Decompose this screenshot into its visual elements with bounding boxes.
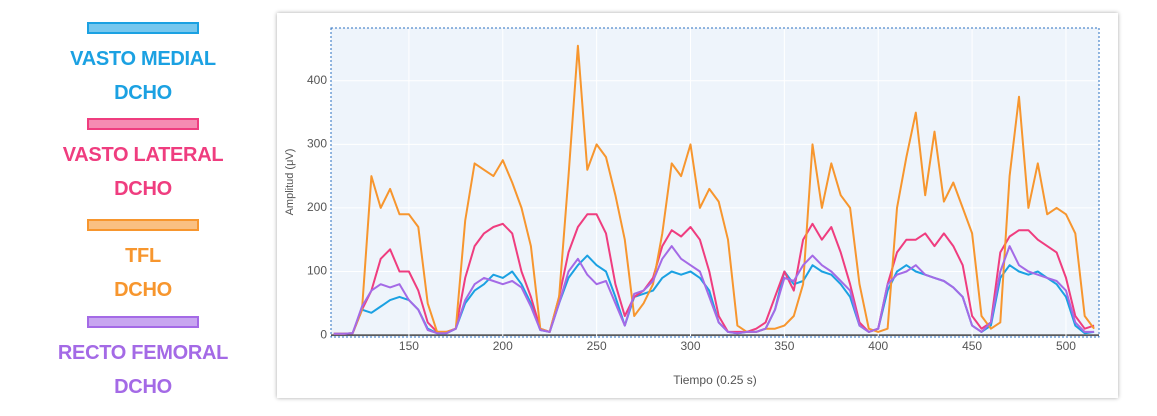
x-tick-label: 500 — [1056, 339, 1076, 353]
series-line — [333, 245, 1095, 335]
y-tick-label: 400 — [307, 73, 327, 87]
x-tick-label: 150 — [399, 339, 419, 353]
legend-item: VASTO LATERAL DCHO — [43, 118, 243, 206]
x-tick-label: 200 — [493, 339, 513, 353]
x-tick-label: 300 — [680, 339, 700, 353]
legend-label: RECTO FEMORAL DCHO — [57, 342, 229, 398]
x-tick-label: 400 — [868, 339, 888, 353]
series-line — [333, 44, 1095, 335]
plot-border — [330, 27, 1100, 338]
legend-item: VASTO MEDIAL DCHO — [43, 22, 243, 110]
x-axis-title: Tiempo (0.25 s) — [673, 373, 757, 387]
legend-item: RECTO FEMORAL DCHO — [43, 316, 243, 404]
legend-label: TFL DCHO — [114, 245, 172, 301]
plot-area — [331, 28, 1099, 337]
legend-swatch — [87, 22, 199, 34]
y-axis-title: Amplitud (μV) — [284, 149, 296, 216]
y-tick-label: 100 — [307, 264, 327, 278]
x-tick-label: 350 — [774, 339, 794, 353]
y-tick-label: 0 — [320, 327, 327, 341]
legend-swatch — [87, 219, 199, 231]
x-tick-label: 250 — [587, 339, 607, 353]
legend-label: VASTO MEDIAL DCHO — [70, 48, 216, 104]
legend-swatch — [87, 316, 199, 328]
x-tick-label: 450 — [962, 339, 982, 353]
legend-swatch — [87, 118, 199, 130]
series-line — [333, 213, 1095, 335]
legend-item: TFL DCHO — [43, 219, 243, 307]
y-tick-label: 300 — [307, 137, 327, 151]
legend-label: VASTO LATERAL DCHO — [62, 144, 224, 200]
y-tick-label: 200 — [307, 200, 327, 214]
